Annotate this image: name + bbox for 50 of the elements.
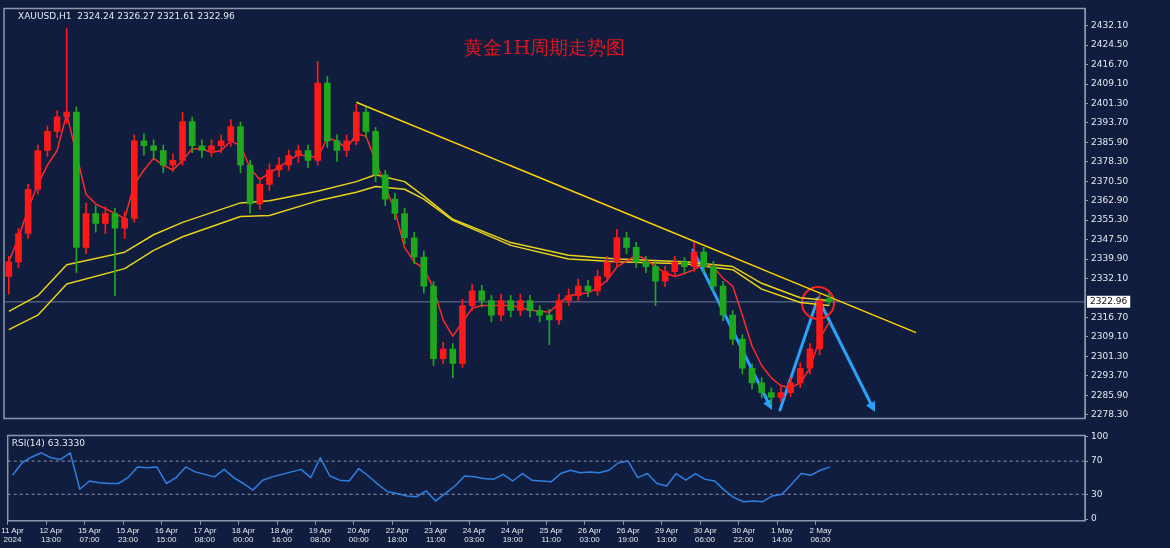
y-tick-label: 0 bbox=[1091, 513, 1097, 524]
text: 黄金1H周期走势图 bbox=[463, 35, 626, 58]
y-tick-label: 2285.90 bbox=[1091, 389, 1129, 400]
chart-title: RSI(14) 63.3330 bbox=[11, 438, 86, 449]
y-tick-label: 100 bbox=[1091, 430, 1109, 441]
y-tick-label: 2416.70 bbox=[1091, 59, 1129, 70]
y-tick-label: 2378.30 bbox=[1091, 156, 1129, 167]
x-tick-label: 23 Apr 11:00 bbox=[424, 525, 448, 545]
x-tick-label: 30 Apr 22:00 bbox=[731, 525, 756, 545]
x-tick-label: 15 Apr 07:00 bbox=[77, 525, 102, 545]
x-tick-label: 15 Apr 23:00 bbox=[116, 525, 140, 545]
x-tick-label: 29 Apr 13:00 bbox=[655, 525, 679, 545]
x-tick-label: 20 Apr 00:00 bbox=[347, 525, 371, 545]
x-tick-label: 22 Apr 18:00 bbox=[385, 525, 410, 545]
x-tick-label: 24 Apr 19:00 bbox=[501, 525, 525, 545]
x-tick-label: 18 Apr 16:00 bbox=[270, 525, 294, 545]
x-tick-label: 19 Apr 08:00 bbox=[308, 525, 333, 545]
x-tick-label: 24 Apr 03:00 bbox=[462, 525, 487, 545]
y-tick-label: 2362.90 bbox=[1091, 195, 1129, 206]
x-tick-label: 18 Apr 00:00 bbox=[231, 525, 256, 545]
y-tick-label: 2339.90 bbox=[1091, 253, 1129, 264]
y-tick-label: 2409.10 bbox=[1091, 78, 1129, 89]
x-tick-label: 25 Apr 11:00 bbox=[539, 525, 564, 545]
y-tick-label: 2293.70 bbox=[1091, 370, 1129, 381]
y-tick-label: 2301.30 bbox=[1091, 350, 1129, 361]
x-tick-label: 17 Apr 08:00 bbox=[193, 525, 217, 545]
y-tick-label: 2355.30 bbox=[1091, 214, 1129, 225]
y-tick-label: 2385.90 bbox=[1091, 137, 1129, 148]
y-tick-label: 2432.10 bbox=[1091, 20, 1129, 31]
y-tick-label: 2424.50 bbox=[1091, 39, 1129, 50]
y-tick-label: 2393.70 bbox=[1091, 117, 1129, 128]
y-tick-label: 2316.70 bbox=[1091, 312, 1129, 323]
y-tick-label: 70 bbox=[1091, 455, 1103, 466]
x-tick-label: 26 Apr 03:00 bbox=[578, 525, 602, 545]
y-tick-label: 2278.30 bbox=[1091, 409, 1129, 420]
x-tick-label: 12 Apr 13:00 bbox=[39, 525, 63, 545]
x-tick-label: 26 Apr 19:00 bbox=[616, 525, 640, 545]
x-tick-label: 11 Apr 2024 bbox=[1, 525, 25, 545]
y-tick-label: 2309.10 bbox=[1091, 331, 1129, 342]
y-tick-label: 2332.10 bbox=[1091, 273, 1129, 284]
x-tick-label: 2 May 06:00 bbox=[809, 525, 832, 545]
x-tick-label: 16 Apr 15:00 bbox=[154, 525, 179, 545]
x-tick-label: 1 May 14:00 bbox=[771, 525, 793, 545]
y-tick-label: 2347.50 bbox=[1091, 234, 1129, 245]
annotation: XAUUSD,H1 2324.24 2326.27 2321.61 2322.96 bbox=[18, 11, 235, 22]
ref-line-label: 2322.96 bbox=[1090, 296, 1128, 307]
y-tick-label: 2370.50 bbox=[1091, 175, 1129, 186]
x-tick-label: 30 Apr 06:00 bbox=[693, 525, 717, 545]
y-tick-label: 30 bbox=[1091, 488, 1103, 499]
y-tick-label: 2401.30 bbox=[1091, 98, 1129, 109]
